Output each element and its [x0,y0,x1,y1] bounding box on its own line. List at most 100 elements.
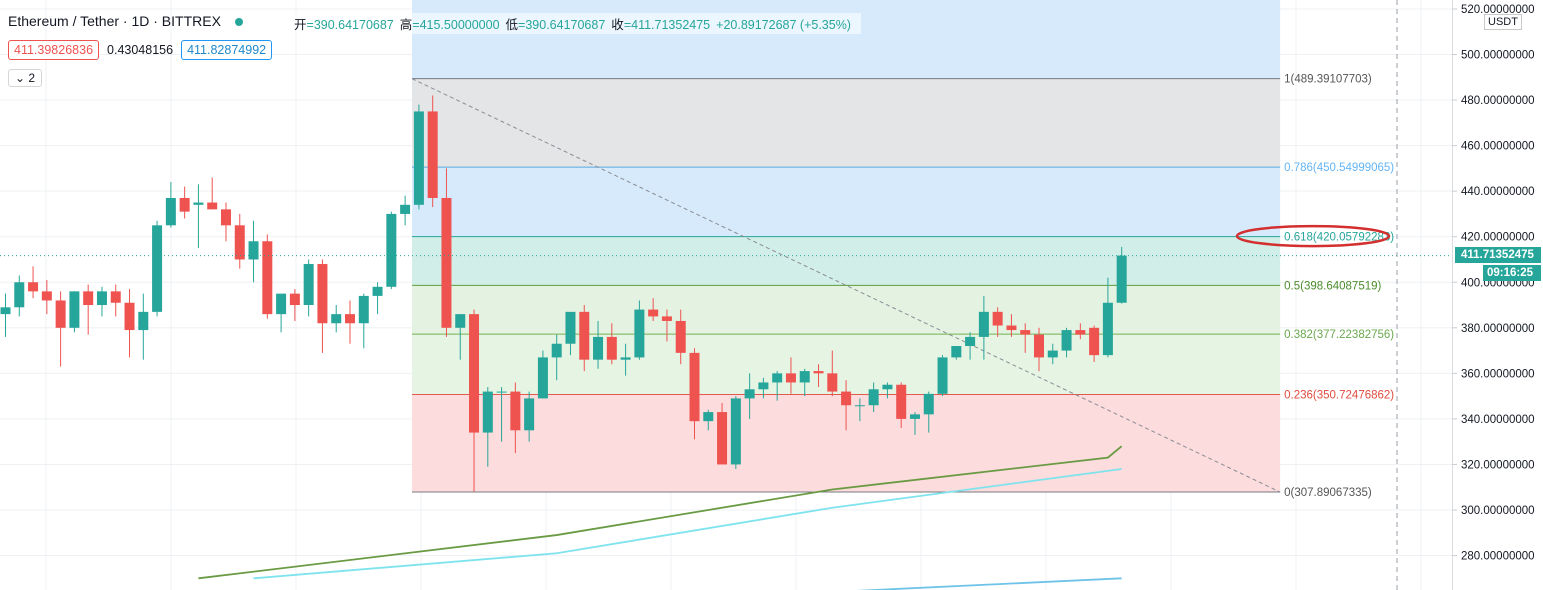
candle-up [703,409,714,431]
candle-body [1102,302,1113,356]
candle-body [234,225,245,260]
candle-up [537,350,548,399]
market-status-dot-icon [234,17,243,26]
bar-countdown: 09:16:25 [1483,264,1541,281]
candle-down [717,402,728,465]
candle-down [661,309,672,342]
candle-up [1047,343,1058,365]
candle-body [124,302,135,331]
candle-down [41,279,52,315]
fib-level-label: 0(307.89067335) [1284,487,1372,499]
axis-tick-label: 480.00000000 [1461,95,1535,107]
symbol-title[interactable]: Ethereum / Tether · 1D · BITTREX [8,13,221,29]
candle-body [965,336,976,347]
candle-down [441,168,452,337]
candle-up [868,382,879,413]
candle-body [730,398,741,465]
candle-down [28,266,39,299]
candle-down [606,323,617,365]
high-value: =415.50000000 [412,18,500,32]
candle-up [524,391,535,442]
candle-body [634,309,645,358]
candle-body [1047,350,1058,358]
axis-tick-label: 380.00000000 [1461,323,1535,335]
candle-body [551,343,562,358]
fib-level-label: 0.382(377.22382756) [1284,329,1394,341]
candle-down [1020,323,1031,353]
candle-up [386,211,397,290]
candle-body [138,311,149,331]
candle-body [207,202,218,210]
candle-down [55,291,66,367]
candle-up [923,391,934,433]
candle-down [289,289,300,321]
candle-body [744,389,755,399]
low-value: =390.64170687 [518,18,606,32]
candle-body [165,197,176,226]
candle-down [234,213,245,269]
candle-body [455,314,466,328]
candle-up [193,184,204,249]
candle-down [220,202,231,242]
candle-body [220,209,231,226]
candle-body [248,241,259,260]
buy-price-button[interactable]: 411.82874992 [181,40,273,60]
candle-up [331,305,342,333]
candle-body [854,405,865,407]
candle-up [69,291,80,333]
candle-up [1102,277,1113,358]
candlesticks [0,95,1127,492]
sell-price-button[interactable]: 411.39826836 [8,40,100,60]
fib-level-label: 1(489.39107703) [1284,74,1372,86]
candle-up [634,300,645,360]
candle-up [909,412,920,435]
candle-body [193,202,204,205]
candle-down [841,380,852,431]
candle-up [593,320,604,369]
candle-up [854,398,865,422]
candle-body [799,371,810,383]
candle-body [978,311,989,337]
candle-down [675,309,686,365]
candle-down [813,364,824,388]
candle-up [1061,327,1072,358]
candle-down [648,298,659,321]
fib-level-label: 0.236(350.72476862) [1284,389,1394,401]
price-axis[interactable]: 520.00000000 500.00000000 480.00000000 460.… [1452,0,1543,590]
candle-up [565,311,576,356]
axis-tick-label: 520.00000000 [1461,4,1535,16]
close-label: 收 [611,18,624,32]
candle-body [661,316,672,321]
close-value: =411.71352475 [623,18,711,32]
fib-level-label: 0.786(450.54999065) [1284,162,1394,174]
indicators-toggle-button[interactable]: ⌄ 2 [8,69,43,87]
axis-tick-label: 440.00000000 [1461,186,1535,198]
candle-body [41,291,52,301]
candle-body [262,241,273,315]
candle-up [482,387,493,467]
fib-zone-0.382 [412,285,1281,335]
candle-body [620,357,631,360]
fib-trend-line[interactable] [411,78,1281,493]
candle-up [882,382,893,399]
candle-body [469,314,480,433]
candle-up [496,387,507,442]
candle-down [579,305,590,372]
high-label: 高 [399,18,413,32]
candle-up [303,259,314,317]
candle-up [413,104,424,210]
candle-body [1006,325,1017,331]
currency-label[interactable]: USDT [1484,14,1522,30]
candle-body [14,282,25,308]
candle-body [372,286,383,296]
candle-down [896,382,907,429]
candle-down [785,357,796,394]
candle-body [951,346,962,358]
axis-tick-label: 360.00000000 [1461,368,1535,380]
candle-body [441,197,452,328]
candle-body [675,320,686,353]
candle-up [951,346,962,360]
candle-body [1089,327,1100,356]
candle-down [1089,325,1100,362]
